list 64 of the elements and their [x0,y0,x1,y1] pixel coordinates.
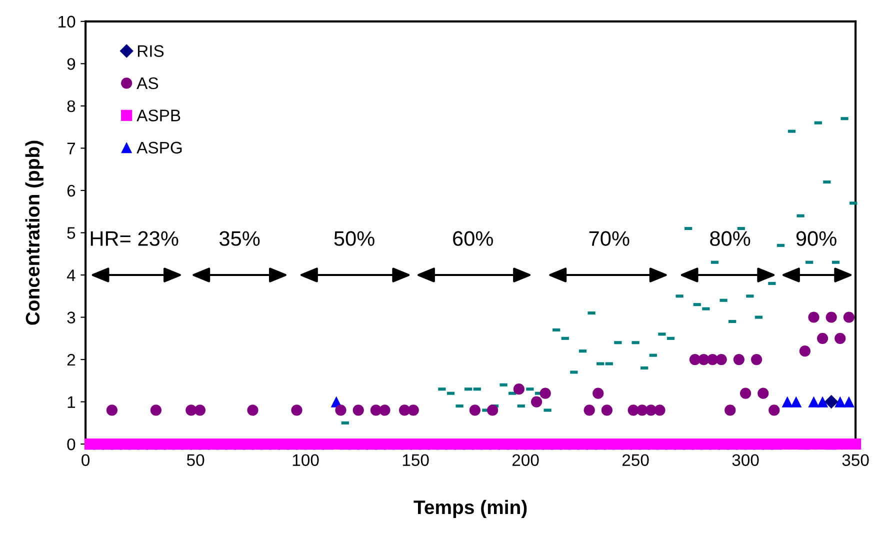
x-tick-label: 200 [512,454,539,466]
y-tick-label: 7 [67,142,75,154]
point [768,404,780,416]
annotation: 80% [710,231,750,246]
point [150,404,162,416]
y-tick-label: 6 [67,184,76,197]
point [799,346,810,357]
point [408,404,419,416]
point [513,384,524,395]
point [486,404,498,416]
point [352,404,364,416]
x-tick-label: 100 [292,454,319,466]
point [247,404,258,416]
x-tick-label: 300 [732,454,759,466]
point [530,396,542,408]
annotation: 35% [219,231,260,246]
annotation: 70% [589,231,630,246]
point [379,404,390,416]
y-axis-title: Concentration (ppb) [25,140,44,325]
annotation: HR= 23% [90,231,178,246]
y-tick-label: 2 [67,354,75,366]
y-tick-label: 3 [67,312,76,324]
point [724,404,736,416]
legend-label: ASPG [136,142,182,154]
point [843,312,854,323]
y-tick-label: 1 [68,396,76,408]
x-tick-label: 150 [402,454,429,466]
y-tick-label: 9 [67,58,76,70]
legend-label: ASPB [136,110,180,122]
y-tick-label: 0 [67,438,76,450]
point [601,404,612,416]
x-tick-label: 250 [622,454,649,466]
point [740,388,752,399]
point [592,388,604,399]
point [750,354,762,366]
point [291,404,302,416]
x-tick-label: 50 [186,454,204,466]
point [540,388,551,399]
y-tick-label: 10 [58,16,76,28]
point [816,332,828,344]
x-tick-label: 0 [82,454,90,466]
annotation: 60% [453,231,493,246]
legend-label: RIS [138,45,164,57]
point [469,404,481,416]
point [584,404,595,416]
point [716,354,727,366]
annotation: 50% [334,231,374,246]
x-tick-label: 350 [842,454,869,466]
point [733,354,744,366]
point [654,404,666,416]
point [808,312,820,323]
annotation: 90% [796,231,836,246]
point [834,332,846,344]
y-tick-label: 8 [67,100,76,112]
point [824,394,838,409]
point [194,404,206,416]
point [106,404,118,416]
point [335,404,346,416]
point [758,388,769,399]
x-axis-title: Temps (min) [414,500,527,518]
y-tick-label: 5 [67,227,76,239]
point [826,312,837,323]
legend-label: AS [136,77,158,90]
y-tick-label: 4 [66,270,76,282]
